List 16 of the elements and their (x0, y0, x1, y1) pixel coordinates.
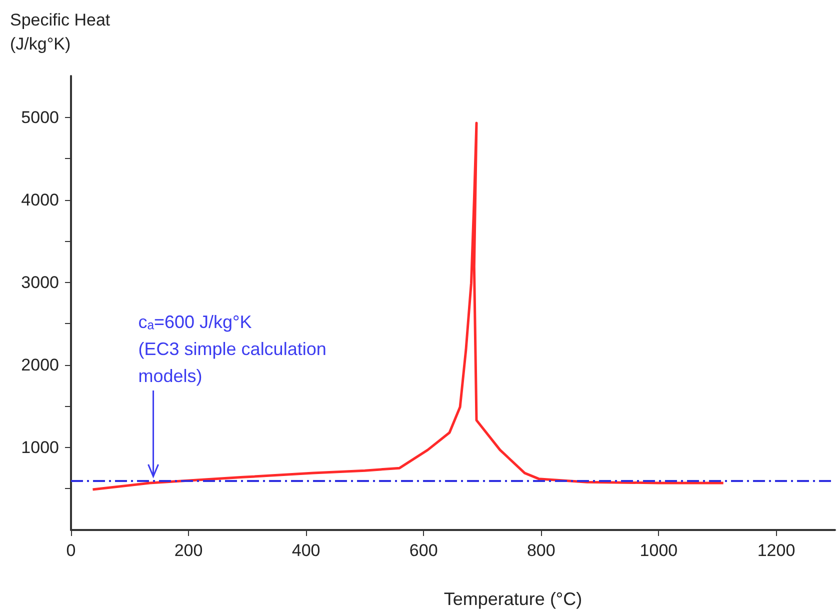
y-tick-label: 5000 (21, 108, 59, 127)
x-tick-label: 1200 (757, 541, 796, 560)
x-tick-label: 1000 (640, 541, 678, 560)
x-tick-label: 800 (526, 541, 556, 560)
annotation: cₐ=600 J/kg°K (EC3 simple calculation models) (138, 312, 326, 386)
line-series (91, 122, 725, 491)
x-tick-label: 400 (292, 541, 320, 560)
x-tick-label: 0 (66, 541, 76, 560)
y-tick-label: 2000 (21, 355, 59, 374)
y-tick-label: 4000 (21, 190, 59, 210)
x-tick-label: 600 (409, 541, 438, 560)
x-axis-title: Temperature (°C) (444, 589, 582, 609)
y-axis-title: Specific Heat (J/kg°K) (10, 10, 110, 54)
y-tick-label: 1000 (21, 438, 59, 457)
x-tick-label: 200 (174, 541, 203, 560)
y-tick-label: 3000 (21, 272, 59, 292)
